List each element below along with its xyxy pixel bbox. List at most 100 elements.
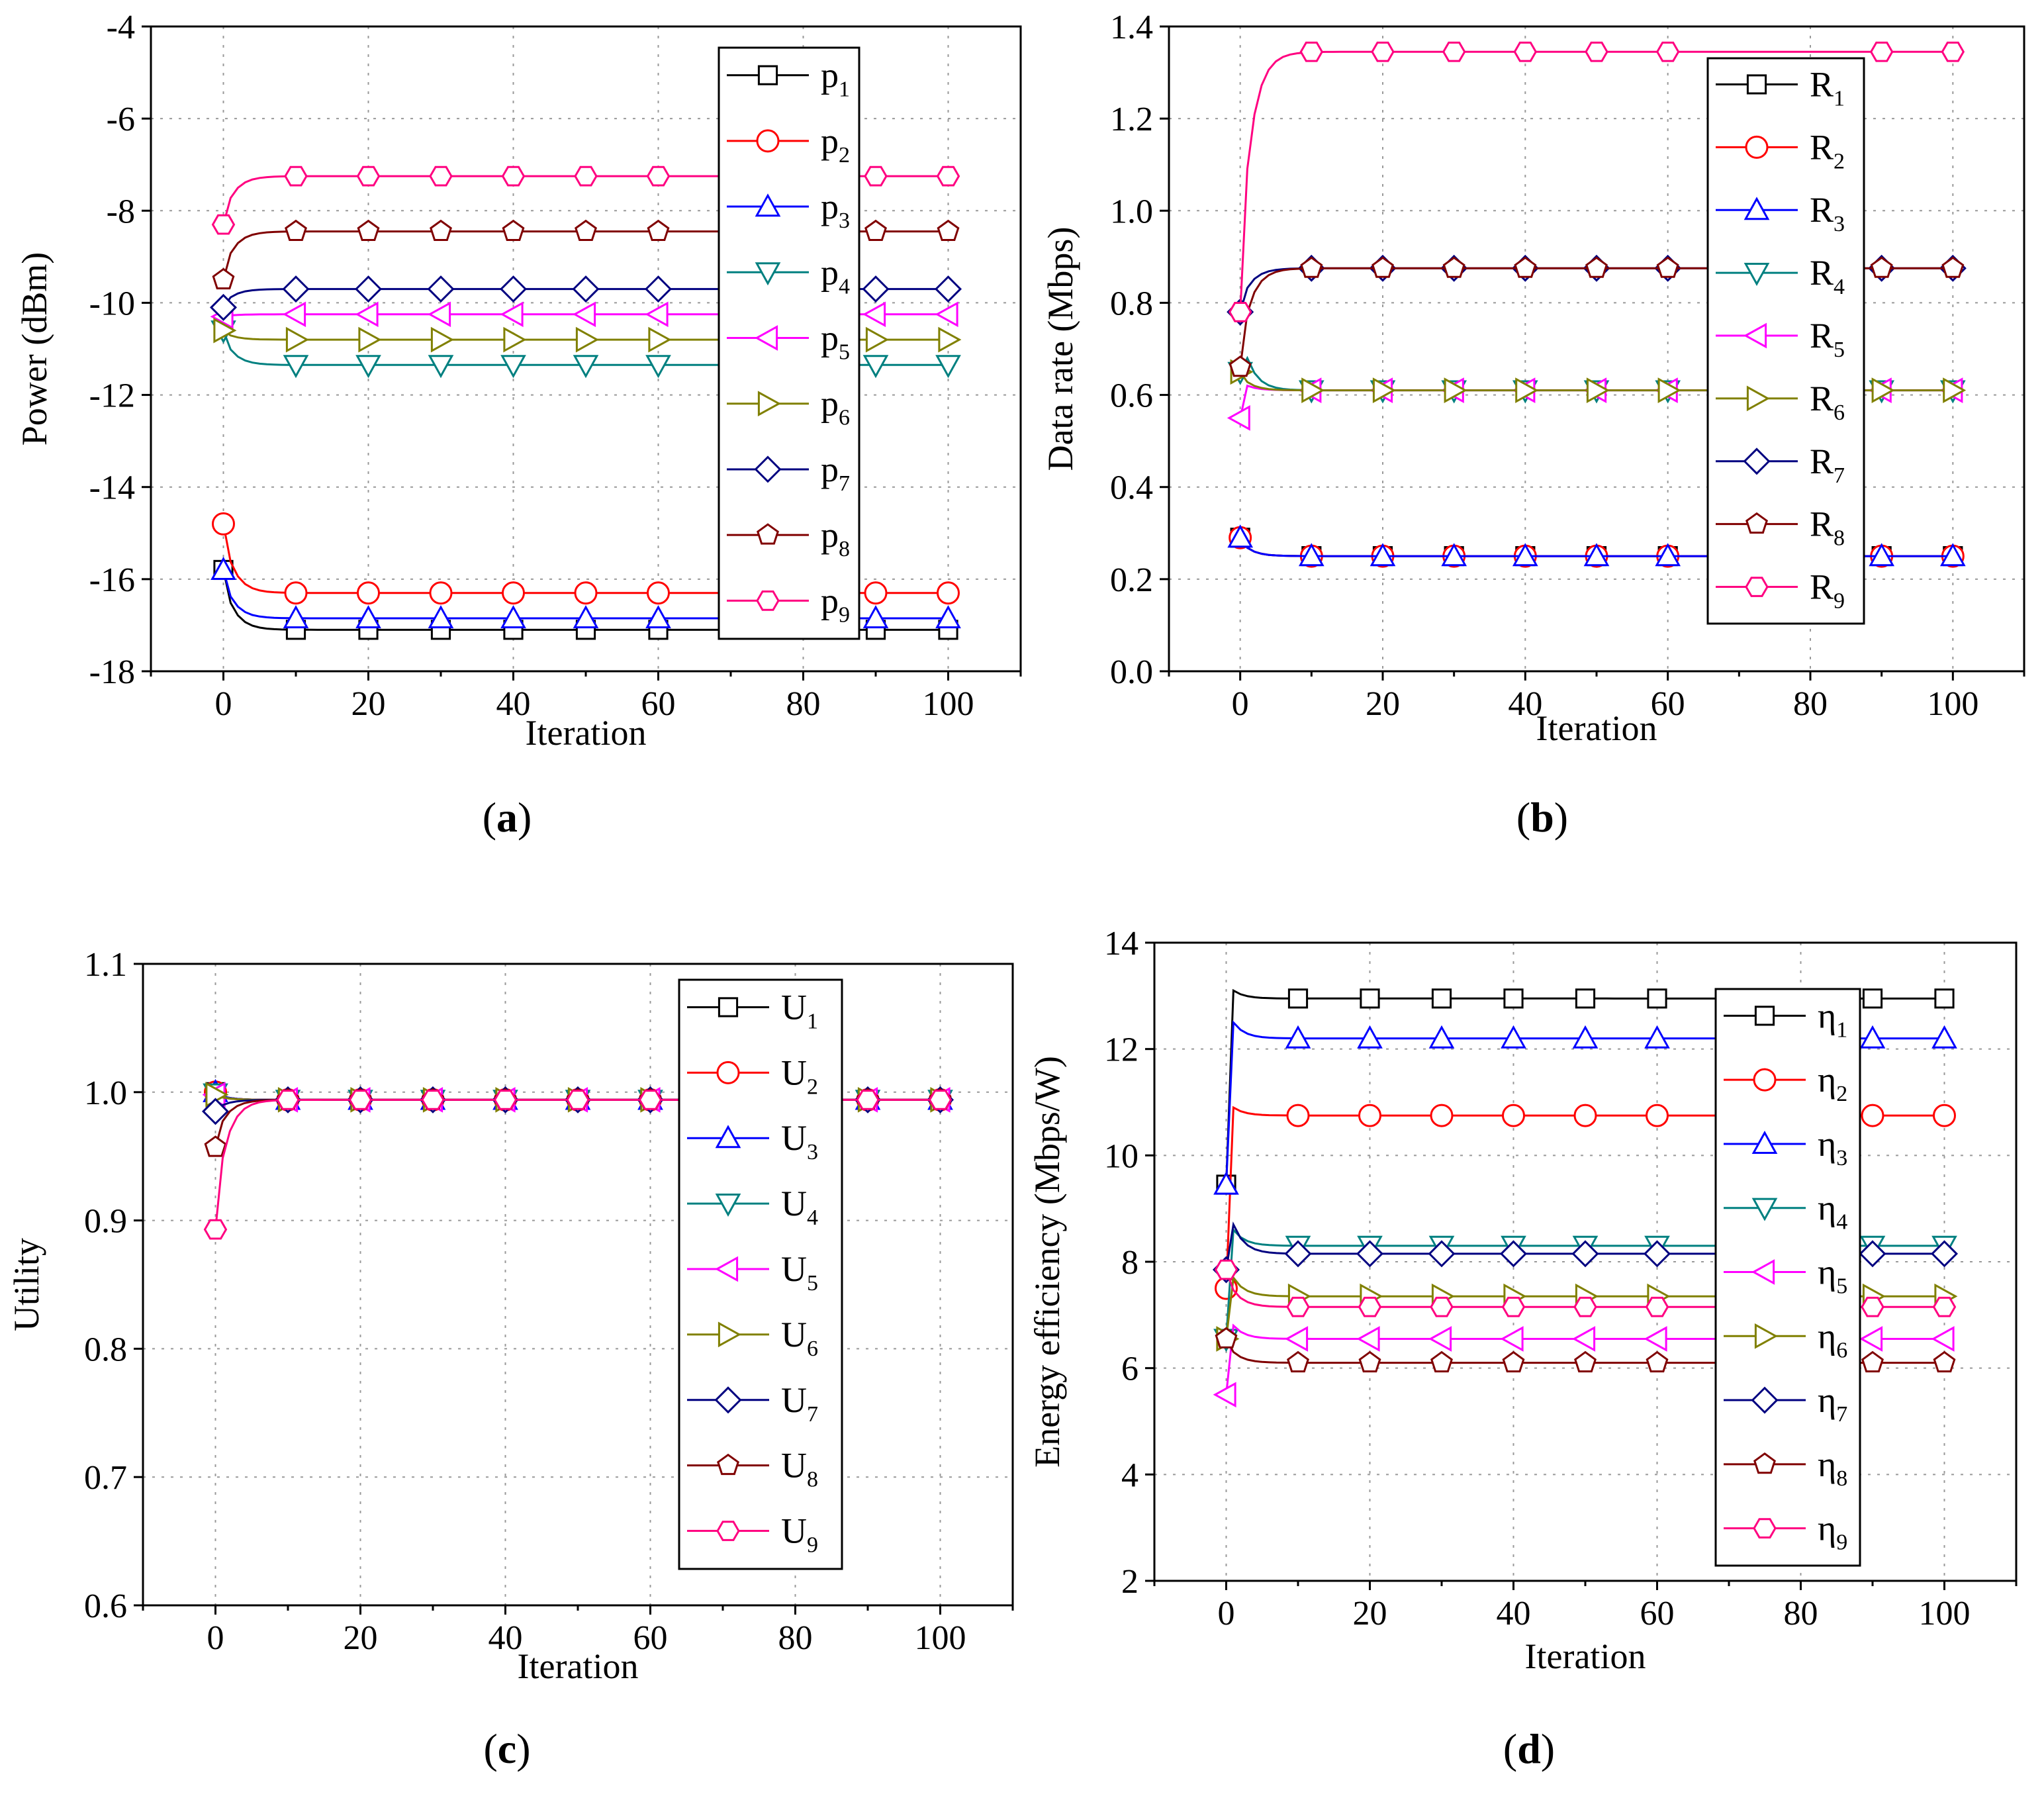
y-tick-label: -18 — [89, 653, 135, 691]
x-tick-label: 100 — [1919, 1595, 1971, 1632]
svg-text:η1: η1 — [1818, 996, 1847, 1042]
svg-text:R1: R1 — [1810, 64, 1845, 111]
data-point-series-7 — [282, 275, 310, 303]
data-point-series-7 — [572, 275, 600, 303]
legend-entry-2: p2 — [727, 121, 850, 167]
x-tick-label: 40 — [1497, 1595, 1531, 1632]
data-point-series-4 — [283, 355, 309, 379]
data-point-series-6 — [648, 326, 672, 353]
svg-text:R5: R5 — [1810, 316, 1845, 362]
legend-entry-4: p4 — [727, 252, 850, 299]
data-point-series-8 — [575, 219, 597, 241]
legend-entry-8: p8 — [727, 515, 850, 561]
legend-entry-3: η3 — [1724, 1124, 1847, 1170]
chart-panel-c: 0 20 40 60 80 100 0.6 0.7 0.8 0.9 1.0 1.1 Iteration U… — [0, 914, 1022, 1791]
data-point-series-3 — [500, 605, 526, 629]
y-tick-label: 8 — [1121, 1244, 1138, 1282]
x-tick-label: 60 — [633, 1619, 668, 1657]
data-point-series-9 — [1645, 1296, 1669, 1317]
data-point-series-6 — [285, 326, 309, 353]
svg-text:R8: R8 — [1810, 504, 1845, 551]
chart-svg-c: 0 20 40 60 80 100 0.6 0.7 0.8 0.9 1.0 1.1 Iteration U… — [7, 946, 1014, 1686]
data-point-series-6 — [358, 326, 382, 353]
svg-text:p9: p9 — [821, 581, 850, 627]
data-point-series-6 — [430, 326, 454, 353]
svg-text:p4: p4 — [821, 252, 850, 299]
svg-text:R9: R9 — [1810, 567, 1845, 614]
data-point-series-9 — [284, 165, 308, 187]
data-point-series-9 — [1513, 41, 1538, 62]
data-point-series-2 — [284, 581, 308, 605]
y-tick-label: 12 — [1104, 1031, 1138, 1069]
y-tick-label: 10 — [1104, 1137, 1138, 1175]
x-axis-label: Iteration — [526, 713, 647, 753]
x-tick-label: 40 — [488, 1619, 523, 1657]
data-point-series-3 — [1370, 543, 1396, 567]
data-point-series-3 — [210, 556, 236, 580]
chart-svg-a: 0 20 40 60 80 100 -18 -16 -14 -12 -10 -8 -6 -4 Iterati… — [15, 9, 1022, 753]
data-point-series-6 — [575, 326, 599, 353]
data-point-series-9 — [864, 165, 888, 187]
legend-entry-3: p3 — [727, 187, 850, 233]
data-point-series-4 — [862, 355, 889, 379]
data-point-series-3 — [1298, 543, 1324, 567]
caption-c-letter: c — [497, 1725, 517, 1772]
data-point-series-5 — [935, 301, 958, 328]
data-point-series-6 — [1444, 377, 1467, 403]
data-point-series-9 — [1585, 41, 1608, 62]
y-tick-label: 0.7 — [84, 1459, 127, 1497]
svg-text:R7: R7 — [1810, 442, 1845, 488]
data-point-series-4 — [935, 355, 961, 379]
data-point-series-2 — [1430, 1104, 1454, 1127]
legend-entry-9: U9 — [687, 1511, 818, 1558]
x-axis-label: Iteration — [1536, 708, 1657, 748]
data-point-series-1 — [1934, 988, 1955, 1009]
data-point-series-5 — [1572, 1326, 1596, 1352]
caption-b-letter: b — [1530, 794, 1554, 841]
x-tick-label: 20 — [1353, 1595, 1387, 1632]
y-tick-label: 6 — [1121, 1350, 1138, 1388]
x-tick-label: 100 — [915, 1619, 966, 1657]
data-point-series-9 — [574, 165, 598, 187]
data-point-series-4 — [500, 355, 526, 379]
chart-panel-a: 0 20 40 60 80 100 -18 -16 -14 -12 -10 -8 -6 -4 Iterati… — [0, 0, 1022, 781]
x-tick-label: 0 — [1218, 1595, 1235, 1632]
data-point-series-9 — [1299, 41, 1324, 62]
data-point-series-3 — [283, 605, 309, 629]
legend-entry-7: U7 — [687, 1380, 818, 1427]
caption-c: (c) — [483, 1725, 531, 1772]
data-point-series-7 — [1284, 1240, 1312, 1268]
y-tick-label: 1.0 — [1110, 193, 1153, 230]
data-point-series-2 — [1933, 1104, 1956, 1127]
data-point-series-9 — [356, 165, 381, 187]
data-point-series-3 — [862, 605, 889, 629]
y-tick-label: -14 — [89, 469, 135, 507]
data-point-series-9 — [421, 1090, 445, 1110]
data-point-series-5 — [283, 301, 306, 328]
data-point-series-6 — [1871, 377, 1895, 403]
data-point-series-5 — [428, 301, 451, 328]
data-point-series-7 — [1643, 1240, 1671, 1268]
y-tick-label: -12 — [89, 377, 135, 415]
y-tick-label: 1.1 — [84, 946, 127, 984]
data-point-series-8 — [1430, 1350, 1453, 1373]
data-point-series-9 — [1932, 1296, 1957, 1317]
data-point-series-2 — [357, 581, 380, 605]
legend-entry-9: R9 — [1716, 567, 1845, 614]
legend-entry-7: p7 — [727, 449, 850, 496]
legend-box — [1714, 988, 1861, 1567]
svg-text:η9: η9 — [1818, 1509, 1847, 1555]
data-point-series-8 — [212, 267, 235, 290]
data-point-series-3 — [935, 605, 961, 629]
data-point-series-8 — [1442, 256, 1465, 278]
svg-text:R3: R3 — [1810, 190, 1845, 236]
chart-panel-b: 0 20 40 60 80 100 0.0 0.2 0.4 0.6 0.8 1.0 1.2 1.4 Iter… — [1022, 0, 2044, 781]
y-tick-label: 0.2 — [1110, 561, 1153, 599]
legend-entry-5: U5 — [687, 1249, 818, 1296]
data-point-series-2 — [574, 581, 598, 605]
svg-text:p2: p2 — [821, 121, 850, 167]
data-point-series-8 — [357, 219, 380, 241]
data-point-series-9 — [276, 1090, 300, 1110]
data-point-series-9 — [1442, 41, 1466, 62]
svg-text:p5: p5 — [821, 318, 850, 365]
